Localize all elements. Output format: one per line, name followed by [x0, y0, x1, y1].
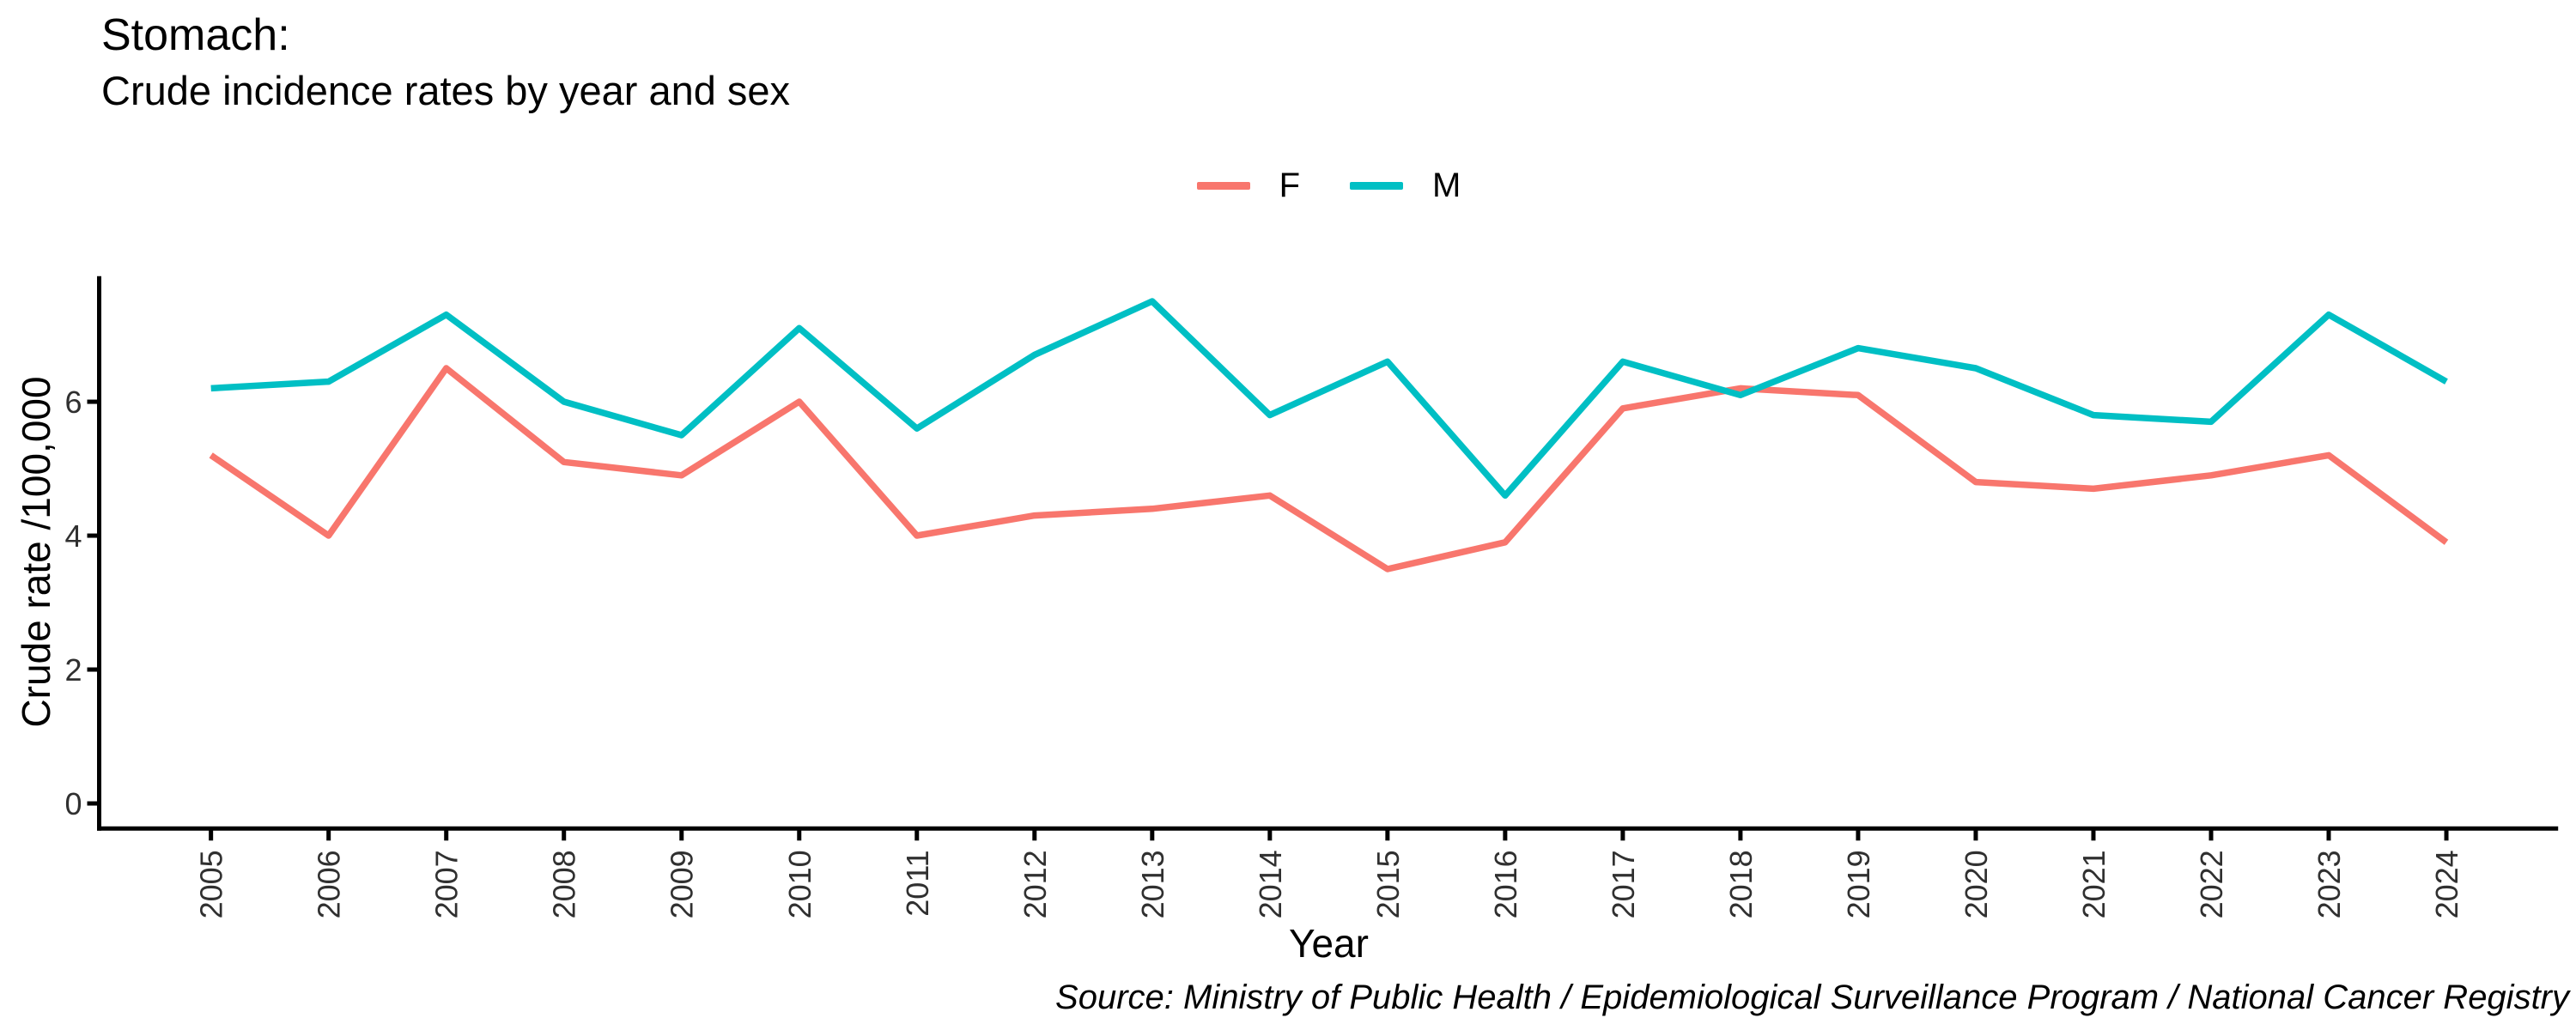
series-line-m — [210, 298, 2448, 500]
y-axis-title: Crude rate /100,000 — [14, 376, 58, 728]
chart-subtitle: Crude incidence rates by year and sex — [101, 68, 791, 113]
x-tick-label: 2024 — [2429, 850, 2464, 918]
x-tick-label: 2020 — [1959, 850, 1994, 918]
x-tick-label: 2014 — [1253, 850, 1288, 918]
x-tick-label: 2021 — [2076, 850, 2111, 918]
x-tick-label: 2023 — [2312, 850, 2347, 918]
source-note: Source: Ministry of Public Health / Epid… — [1055, 978, 2569, 1016]
y-tick-label: 6 — [64, 385, 82, 420]
y-tick-label: 0 — [64, 786, 82, 821]
x-tick-label: 2015 — [1370, 850, 1406, 918]
x-tick-label: 2011 — [900, 850, 935, 916]
x-tick-label: 2013 — [1135, 850, 1170, 918]
x-tick-label: 2012 — [1018, 850, 1053, 918]
x-tick-label: 2009 — [665, 850, 700, 918]
x-tick-label: 2005 — [194, 850, 229, 918]
x-tick-label: 2018 — [1723, 850, 1759, 918]
x-tick-label: 2022 — [2194, 850, 2229, 918]
legend: F M — [100, 161, 2558, 209]
series-line-f — [209, 365, 2449, 573]
y-tick-label: 2 — [64, 652, 82, 688]
legend-label-f: F — [1279, 166, 1301, 204]
legend-item-f: F — [1196, 166, 1301, 205]
x-tick-label: 2019 — [1841, 850, 1876, 918]
x-tick-label: 2017 — [1606, 850, 1641, 918]
y-tick-label: 4 — [64, 518, 82, 554]
x-tick-label: 2007 — [429, 850, 465, 918]
legend-line-f-swatch — [1196, 181, 1250, 190]
legend-line-m-swatch — [1350, 181, 1404, 190]
x-tick-label: 2008 — [547, 850, 582, 918]
x-tick-label: 2016 — [1488, 850, 1523, 918]
x-tick-label: 2010 — [782, 850, 817, 918]
legend-item-m: M — [1350, 167, 1461, 205]
x-axis-title: Year — [1289, 921, 1369, 966]
x-tick-label: 2006 — [312, 850, 347, 918]
legend-label-m: M — [1432, 166, 1461, 204]
chart-title: Stomach: — [101, 10, 290, 60]
